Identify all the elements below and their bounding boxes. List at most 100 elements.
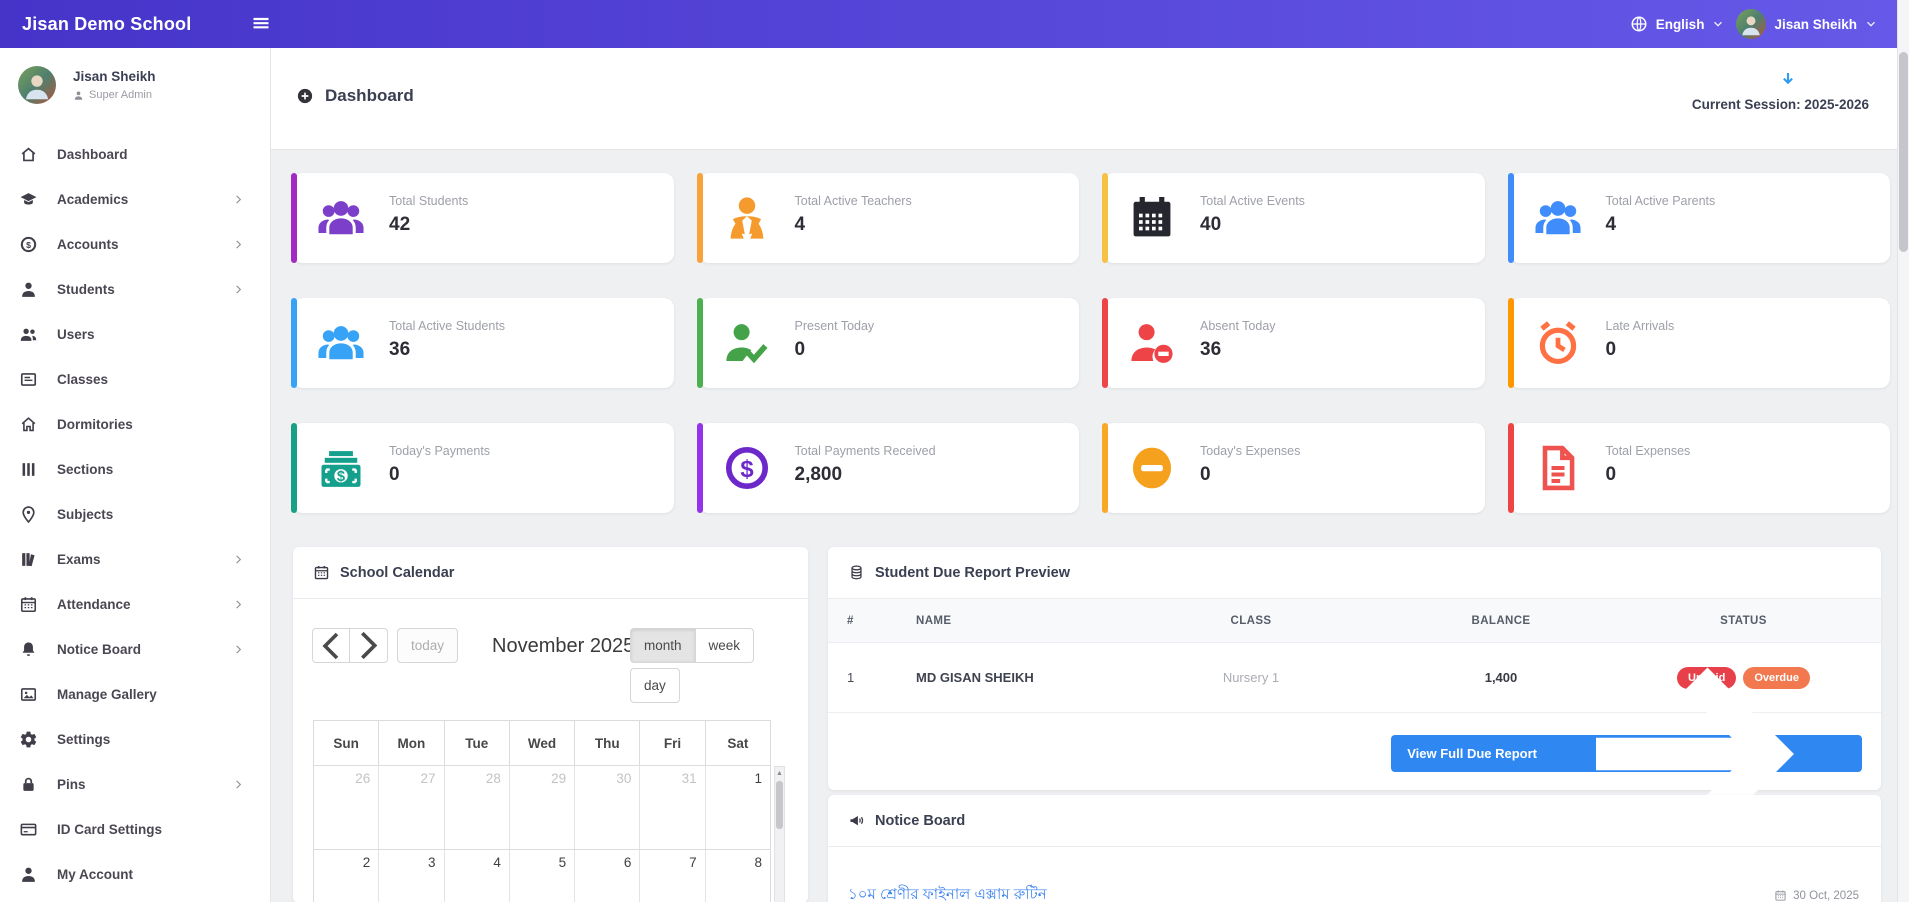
card-accent-bar <box>291 298 297 388</box>
person-check-icon <box>721 317 773 369</box>
due-col-header-class: CLASS <box>1230 614 1272 627</box>
sidebar-item-label: Attendance <box>57 597 131 612</box>
stat-card-label: Today's Payments <box>389 444 491 458</box>
megaphone-icon <box>848 812 865 829</box>
calendar-day-cell-3[interactable]: 3 <box>379 850 445 902</box>
calendar-day-cell-28[interactable]: 28 <box>445 766 510 849</box>
calendar-day-cell-7[interactable]: 7 <box>640 850 706 902</box>
due-col-header-name: NAME <box>916 614 952 627</box>
card-accent-bar <box>696 298 703 388</box>
sidebar-item-id-card-settings[interactable]: ID Card Settings <box>0 807 270 852</box>
sidebar-item-manage-gallery[interactable]: Manage Gallery <box>0 672 270 717</box>
sidebar-item-attendance[interactable]: Attendance <box>0 582 270 627</box>
page-scrollbar[interactable] <box>1897 0 1909 902</box>
sidebar-item-users[interactable]: Users <box>0 312 270 357</box>
chevron-down-icon <box>1712 18 1724 30</box>
chevron-left-icon <box>313 628 349 664</box>
profile-role: Super Admin <box>73 89 156 101</box>
sidebar-item-exams[interactable]: Exams <box>0 537 270 582</box>
calendar-next-button[interactable] <box>350 628 388 663</box>
stat-card-value: 0 <box>1200 464 1211 485</box>
sidebar-item-students[interactable]: Students <box>0 267 270 312</box>
due-table-row[interactable]: 1 MD GISAN SHEIKH Nursery 1 1,400 Unpaid… <box>828 643 1881 713</box>
sidebar-item-label: Settings <box>57 732 111 747</box>
card-accent-bar <box>696 173 703 263</box>
calendar-today-button[interactable]: today <box>397 628 459 663</box>
stat-card-late-arrivals: Late Arrivals 0 <box>1507 298 1890 388</box>
sidebar-item-my-account[interactable]: My Account <box>0 852 270 897</box>
sidebar-item-subjects[interactable]: Subjects <box>0 492 270 537</box>
calendar-prev-button[interactable] <box>312 628 350 663</box>
grad-cap-icon <box>19 190 38 209</box>
bell-icon <box>19 640 38 659</box>
calendar-day-cell-31[interactable]: 31 <box>640 766 706 849</box>
map-pin-icon <box>19 505 38 524</box>
sidebar-item-dashboard[interactable]: Dashboard <box>0 132 270 177</box>
sidebar-item-pins[interactable]: Pins <box>0 762 270 807</box>
stat-card-total-active-events: Total Active Events 40 <box>1102 173 1485 263</box>
stat-card-total-expenses: Total Expenses 0 <box>1507 423 1890 513</box>
coins-icon <box>848 564 865 581</box>
notice-title-link[interactable]: ১০ম শ্রেণীর ফাইনাল এক্সাম রুটিন <box>848 886 1047 902</box>
calendar-view-week-button[interactable]: week <box>695 628 755 663</box>
sidebar-menu: Dashboard Academics $ Accounts Students … <box>0 132 270 897</box>
sidebar-item-label: Dashboard <box>57 147 128 162</box>
language-switcher[interactable]: English <box>1630 15 1725 33</box>
calendar-day-cell-8[interactable]: 8 <box>754 855 762 870</box>
sidebar-item-notice-board[interactable]: Notice Board <box>0 627 270 672</box>
notice-item: ১০ম শ্রেণীর ফাইনাল এক্সাম রুটিন 30 Oct, … <box>828 847 1881 902</box>
calendar-day-cell-5[interactable]: 5 <box>510 850 576 902</box>
stat-card-value: 0 <box>1605 464 1617 485</box>
sidebar-item-label: Pins <box>57 777 86 792</box>
stat-card-total-active-students: Total Active Students 36 <box>291 298 674 388</box>
stat-card-value: 36 <box>389 339 411 360</box>
calendar-scrollbar[interactable]: ▲ <box>774 766 785 902</box>
sidebar-item-label: Users <box>57 327 95 342</box>
language-label: English <box>1655 16 1705 32</box>
due-report-title: Student Due Report Preview <box>875 564 1070 581</box>
notice-board-panel: Notice Board ১০ম শ্রেণীর ফাইনাল এক্সাম র… <box>828 795 1881 902</box>
page-header: Dashboard Current Session: 2025-2026 <box>271 48 1897 150</box>
calendar-day-cell-2[interactable]: 2 <box>314 850 380 902</box>
sidebar-item-academics[interactable]: Academics <box>0 177 270 222</box>
sidebar: Jisan Sheikh Super Admin Dashboard Acade… <box>0 48 271 902</box>
people-icon <box>19 325 38 344</box>
stat-card-present-today: Present Today 0 <box>696 298 1079 388</box>
person-solid-icon <box>721 192 773 244</box>
topbar-right: English Jisan Sheikh <box>1630 0 1877 48</box>
sidebar-item-dormitories[interactable]: Dormitories <box>0 402 270 447</box>
sidebar-item-accounts[interactable]: $ Accounts <box>0 222 270 267</box>
stat-card-label: Total Active Parents <box>1605 194 1716 208</box>
calendar-day-cell-30[interactable]: 30 <box>575 766 641 849</box>
stat-card-total-students: Total Students 42 <box>291 173 674 263</box>
image-icon <box>19 685 38 704</box>
minus-circle-icon <box>1126 442 1178 494</box>
calendar-day-cell-27[interactable]: 27 <box>379 766 445 849</box>
sidebar-item-classes[interactable]: Classes <box>0 357 270 402</box>
stat-card-value: 0 <box>794 339 806 360</box>
view-full-due-report-button[interactable]: View Full Due Report <box>1391 667 1862 840</box>
calendar-day-cell-26[interactable]: 26 <box>314 766 380 849</box>
calendar-day-cell-4[interactable]: 4 <box>445 850 510 902</box>
hamburger-icon[interactable] <box>250 14 272 34</box>
sidebar-item-label: Dormitories <box>57 417 133 432</box>
sidebar-item-label: ID Card Settings <box>57 822 163 837</box>
sidebar-item-sections[interactable]: Sections <box>0 447 270 492</box>
calendar-view-day-button[interactable]: day <box>630 668 680 703</box>
notice-board-title: Notice Board <box>875 812 966 829</box>
user-menu[interactable]: Jisan Sheikh <box>1736 9 1877 39</box>
calendar-view-month-button[interactable]: month <box>630 628 696 663</box>
sidebar-item-settings[interactable]: Settings <box>0 717 270 762</box>
calendar-grid: Sun Mon Tue Wed Thu Fri Sat 26 27 28 29 30 31 1 2 3 4 5 6 7… <box>313 720 771 902</box>
sidebar-item-label: Accounts <box>57 237 119 252</box>
globe-icon <box>1630 15 1648 33</box>
calendar-day-cell-29[interactable]: 29 <box>510 766 576 849</box>
scrollbar-thumb[interactable] <box>1899 52 1908 252</box>
sidebar-profile: Jisan Sheikh Super Admin <box>0 48 270 120</box>
person-icon <box>19 865 38 884</box>
calendar-day-cell-1[interactable]: 1 <box>754 771 762 786</box>
notice-board-header: Notice Board <box>828 795 1881 847</box>
stat-card-label: Total Expenses <box>1605 444 1691 458</box>
calendar-day-cell-6[interactable]: 6 <box>575 850 641 902</box>
